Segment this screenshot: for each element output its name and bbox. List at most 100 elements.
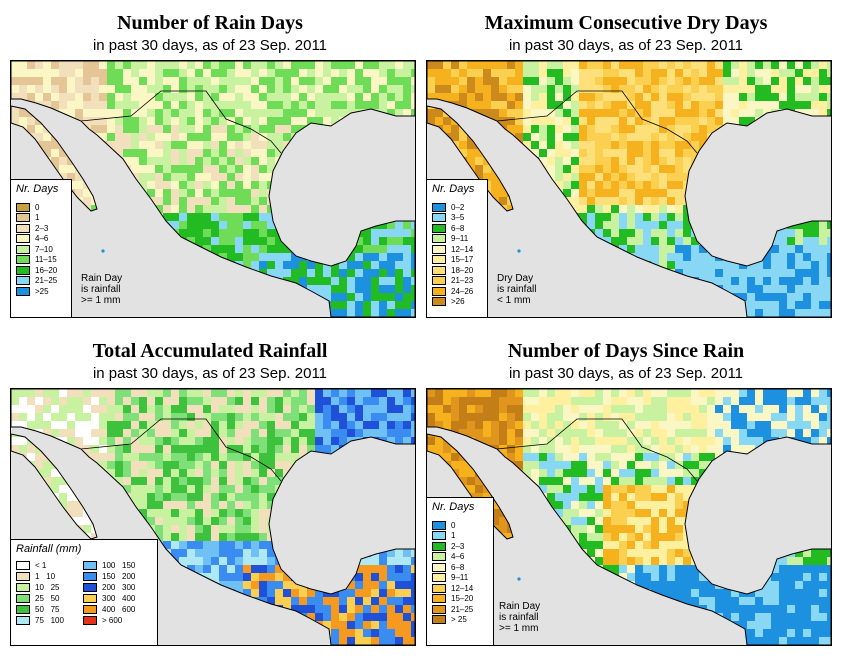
legend-box: Nr. Days 0 1 2–3 4–6 7–10 11–15 16–20 21–25 >25 [11, 179, 72, 317]
legend-item-9: >26 [432, 297, 465, 307]
panel-subtitle-accumulated-rainfall: in past 30 days, as of 23 Sep. 2011 [92, 365, 328, 382]
panel-subtitle-rain-days: in past 30 days, as of 23 Sep. 2011 [92, 37, 328, 54]
legend-swatch [432, 244, 446, 254]
legend-item-8: 21–25 [432, 604, 473, 614]
legend-item-4: 12–14 [432, 244, 473, 254]
legend-item-1: 3–5 [432, 213, 464, 223]
legend-item-l5: 75 100 [16, 615, 64, 625]
legend-swatch [432, 520, 446, 530]
legend-item-3: 4–6 [432, 552, 464, 562]
legend-item-6: 12–14 [432, 583, 473, 593]
legend-title: Nr. Days [432, 501, 475, 513]
legend-item-0: 0 [432, 520, 455, 530]
country-borders [427, 389, 831, 645]
legend-swatch [16, 202, 30, 212]
legend-swatch [432, 255, 446, 264]
legend-label: < 1 [35, 560, 47, 570]
legend-swatch [432, 213, 446, 222]
legend-label: 100 150 [102, 560, 136, 570]
island-marker [517, 577, 521, 581]
legend-label: 75 100 [35, 615, 64, 625]
island-marker [517, 249, 521, 253]
legend-swatch [432, 573, 446, 582]
legend-label: 1 [35, 213, 40, 222]
legend-label: 400 600 [102, 604, 136, 614]
legend-swatch [16, 213, 30, 222]
legend-note: Rain Day is rainfall >= 1 mm [499, 601, 541, 634]
legend-swatch [16, 244, 30, 254]
legend-swatch [83, 571, 97, 581]
legend-item-3: 9–11 [432, 234, 468, 244]
legend-label: 9–11 [451, 573, 469, 582]
legend-title: Nr. Days [432, 183, 475, 195]
legend-label: 11–15 [35, 255, 57, 264]
legend-item-l1: 1 10 [16, 571, 55, 581]
legend-item-l0: < 1 [16, 560, 46, 570]
legend-note: Rain Day is rainfall >= 1 mm [81, 273, 123, 306]
legend-item-5: 15–17 [432, 255, 473, 265]
legend-label: 25 50 [35, 593, 60, 603]
legend-box: Nr. Days 0–2 3–5 6–8 9–11 12–14 15–17 18–20 21–2… [427, 179, 488, 317]
legend-swatch [432, 223, 446, 233]
legend-item-7: 21–23 [432, 276, 473, 286]
legend-swatch [83, 604, 97, 614]
map-canvas [11, 61, 415, 317]
legend-item-6: 18–20 [432, 265, 473, 275]
panel-title-dry-days: Maximum Consecutive Dry Days [484, 12, 768, 34]
legend-label: 150 200 [102, 571, 136, 581]
legend-item-2: 6–8 [432, 223, 464, 233]
legend-swatch [432, 234, 446, 243]
legend-swatch [432, 594, 446, 603]
legend-item-4: 6–8 [432, 562, 464, 572]
legend-label: 1 10 [35, 571, 56, 581]
legend-item-l3: 25 50 [16, 593, 59, 603]
legend-swatch [16, 265, 30, 275]
legend-item-7: 21–25 [16, 276, 57, 286]
legend-swatch [16, 276, 30, 285]
legend-title: Nr. Days [16, 183, 59, 195]
legend-item-5: 11–15 [16, 255, 57, 265]
legend-label: 6–8 [451, 223, 465, 233]
map-dry-days: Dry Day is rainfall < 1 mm Nr. Days 0–2 3–5… [426, 60, 832, 318]
legend-swatch [432, 297, 446, 306]
legend-label: 200 300 [102, 582, 136, 592]
legend-item-r5: > 600 [83, 615, 122, 625]
legend-box: Nr. Days 0 1 2–3 4–6 6–8 9–11 12–14 15–20 21–25 > … [427, 497, 494, 645]
panel-subtitle-days-since-rain: in past 30 days, as of 23 Sep. 2011 [508, 365, 744, 382]
legend-label: 7–10 [35, 244, 53, 254]
legend-note: Dry Day is rainfall < 1 mm [497, 273, 537, 306]
legend-label: 12–14 [451, 583, 474, 593]
legend-item-5: 9–11 [432, 573, 468, 583]
legend-item-r4: 400 600 [83, 604, 135, 614]
legend-label: 0 [451, 520, 456, 530]
legend-label: 18–20 [451, 265, 474, 275]
legend-swatch [432, 583, 446, 593]
legend-swatch [432, 286, 446, 296]
legend-item-1: 1 [16, 213, 39, 223]
legend-label: 12–14 [451, 244, 474, 254]
legend-item-3: 4–6 [16, 234, 48, 244]
legend-label: 2–3 [35, 223, 49, 233]
map-canvas [427, 61, 831, 317]
legend-swatch [16, 234, 30, 243]
legend-label: > 600 [102, 615, 123, 625]
country-borders [11, 389, 415, 645]
legend-label: 2–3 [451, 541, 465, 551]
legend-item-l4: 50 75 [16, 604, 59, 614]
legend-item-7: 15–20 [432, 594, 473, 604]
legend-swatch [432, 202, 446, 212]
legend-swatch [432, 615, 446, 624]
legend-label: 16–20 [35, 265, 58, 275]
legend-label: >25 [35, 286, 49, 296]
legend-item-r2: 200 300 [83, 582, 135, 592]
legend-label: 0–2 [451, 202, 465, 212]
legend-item-r3: 300 400 [83, 593, 135, 603]
legend-label: > 25 [451, 615, 467, 624]
legend-item-r1: 150 200 [83, 571, 135, 581]
legend-item-l2: 10 25 [16, 582, 59, 592]
legend-label: 3–5 [451, 213, 465, 222]
legend-swatch [432, 604, 446, 614]
legend-swatch [432, 541, 446, 551]
